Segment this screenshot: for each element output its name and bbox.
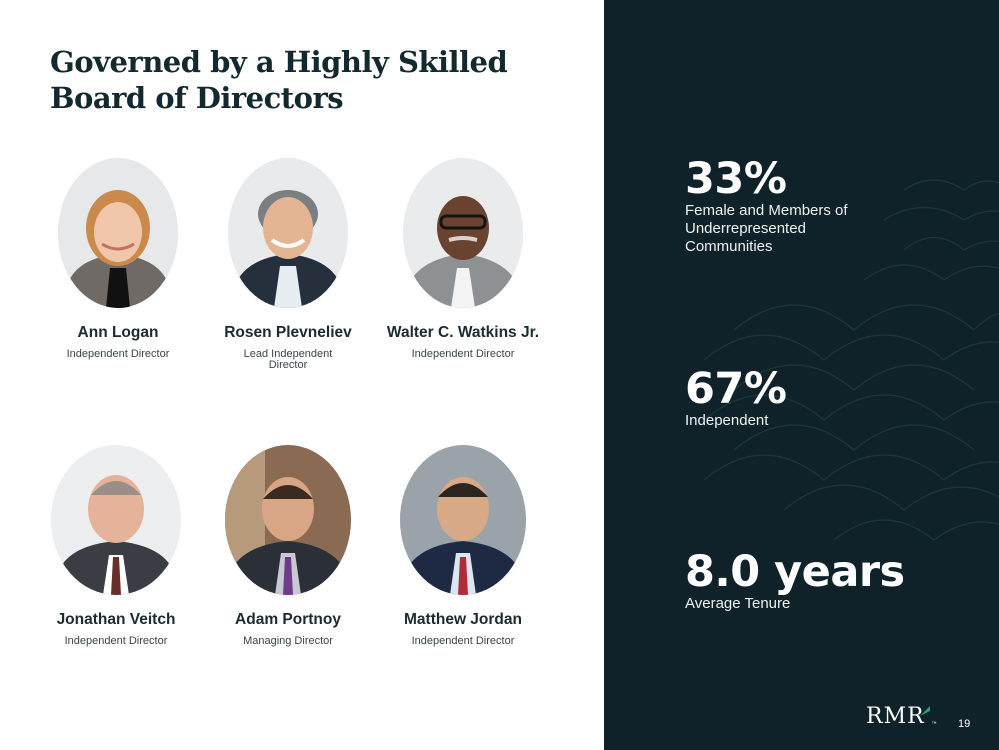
portrait-photo — [58, 158, 178, 308]
stat-diversity: 33% Female and Members of Underrepresent… — [685, 156, 975, 256]
director-portrait — [403, 158, 523, 308]
portrait-photo — [400, 445, 526, 595]
director-portrait — [228, 158, 348, 308]
director-portrait — [400, 445, 526, 595]
logo-accent-icon — [919, 706, 930, 716]
director-role: Independent Director — [411, 348, 515, 360]
title-line-2: Board of Directors — [50, 81, 344, 115]
left-panel: Governed by a Highly Skilled Board of Di… — [31, 44, 548, 647]
director-name: Rosen Plevneliev — [224, 324, 352, 341]
director-card: Ann Logan Independent Director — [33, 158, 203, 360]
portrait-photo — [403, 158, 523, 308]
portrait-photo — [225, 445, 351, 595]
page-title: Governed by a Highly Skilled Board of Di… — [50, 44, 508, 116]
stat-label-line: Average Tenure — [685, 595, 791, 612]
director-name: Jonathan Veitch — [56, 611, 176, 628]
director-role: Independent Director — [411, 635, 515, 647]
director-card: Matthew Jordan Independent Director — [378, 445, 548, 647]
director-role: Lead Independent Director — [243, 348, 333, 371]
stat-value: 33% — [685, 154, 787, 204]
page-number: 19 — [958, 718, 971, 730]
title-line-1: Governed by a Highly Skilled — [50, 45, 508, 79]
director-role: Independent Director — [64, 635, 168, 647]
leaf-pattern — [703, 179, 999, 541]
director-role: Independent Director — [66, 348, 170, 360]
director-role: Managing Director — [243, 635, 333, 647]
portrait-photo — [228, 158, 348, 308]
stat-label: Average Tenure — [685, 595, 975, 613]
logo-text: RMR — [866, 704, 925, 729]
stats-panel — [604, 0, 999, 750]
director-name: Matthew Jordan — [404, 611, 522, 628]
director-portrait — [58, 158, 178, 308]
director-portrait — [225, 445, 351, 595]
stat-label-line: Underrepresented — [685, 220, 806, 237]
director-name: Ann Logan — [77, 324, 159, 341]
stat-tenure: 8.0 years Average Tenure — [685, 549, 975, 613]
stat-independent: 67% Independent — [685, 366, 975, 430]
stat-label: Female and Members of Underrepresented C… — [685, 202, 975, 256]
stat-value: 8.0 years — [685, 547, 905, 597]
stat-value: 67% — [685, 364, 787, 414]
stat-label: Independent — [685, 412, 975, 430]
director-name: Adam Portnoy — [235, 611, 341, 628]
director-card: Adam Portnoy Managing Director — [203, 445, 373, 647]
director-card: Rosen Plevneliev Lead Independent Direct… — [203, 158, 373, 371]
portrait-photo — [51, 445, 181, 595]
stat-label-line: Independent — [685, 412, 769, 429]
stat-label-line: Communities — [685, 238, 773, 255]
director-name: Walter C. Watkins Jr. — [386, 324, 540, 341]
director-portrait — [51, 445, 181, 595]
stat-label-line: Female and Members of — [685, 202, 848, 219]
director-card: Walter C. Watkins Jr. Independent Direct… — [378, 158, 548, 360]
trademark-symbol: ™ — [931, 721, 937, 727]
rmr-logo: RMR ™ — [866, 705, 937, 729]
director-card: Jonathan Veitch Independent Director — [31, 445, 201, 647]
